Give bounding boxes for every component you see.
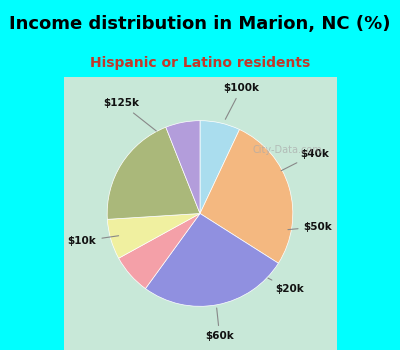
Text: $50k: $50k [288, 222, 332, 232]
Wedge shape [166, 121, 200, 214]
Wedge shape [107, 127, 200, 219]
Text: $20k: $20k [268, 278, 304, 294]
Text: $60k: $60k [205, 308, 234, 341]
Text: $40k: $40k [281, 149, 329, 171]
Text: Hispanic or Latino residents: Hispanic or Latino residents [90, 56, 310, 70]
Wedge shape [200, 130, 293, 263]
Wedge shape [119, 214, 200, 289]
Wedge shape [200, 121, 240, 214]
Text: $100k: $100k [224, 83, 260, 119]
Text: $125k: $125k [103, 98, 156, 131]
Text: Income distribution in Marion, NC (%): Income distribution in Marion, NC (%) [9, 15, 391, 34]
Text: $10k: $10k [68, 236, 119, 246]
Wedge shape [107, 214, 200, 258]
Wedge shape [146, 214, 278, 306]
Text: City-Data.com: City-Data.com [252, 146, 322, 155]
